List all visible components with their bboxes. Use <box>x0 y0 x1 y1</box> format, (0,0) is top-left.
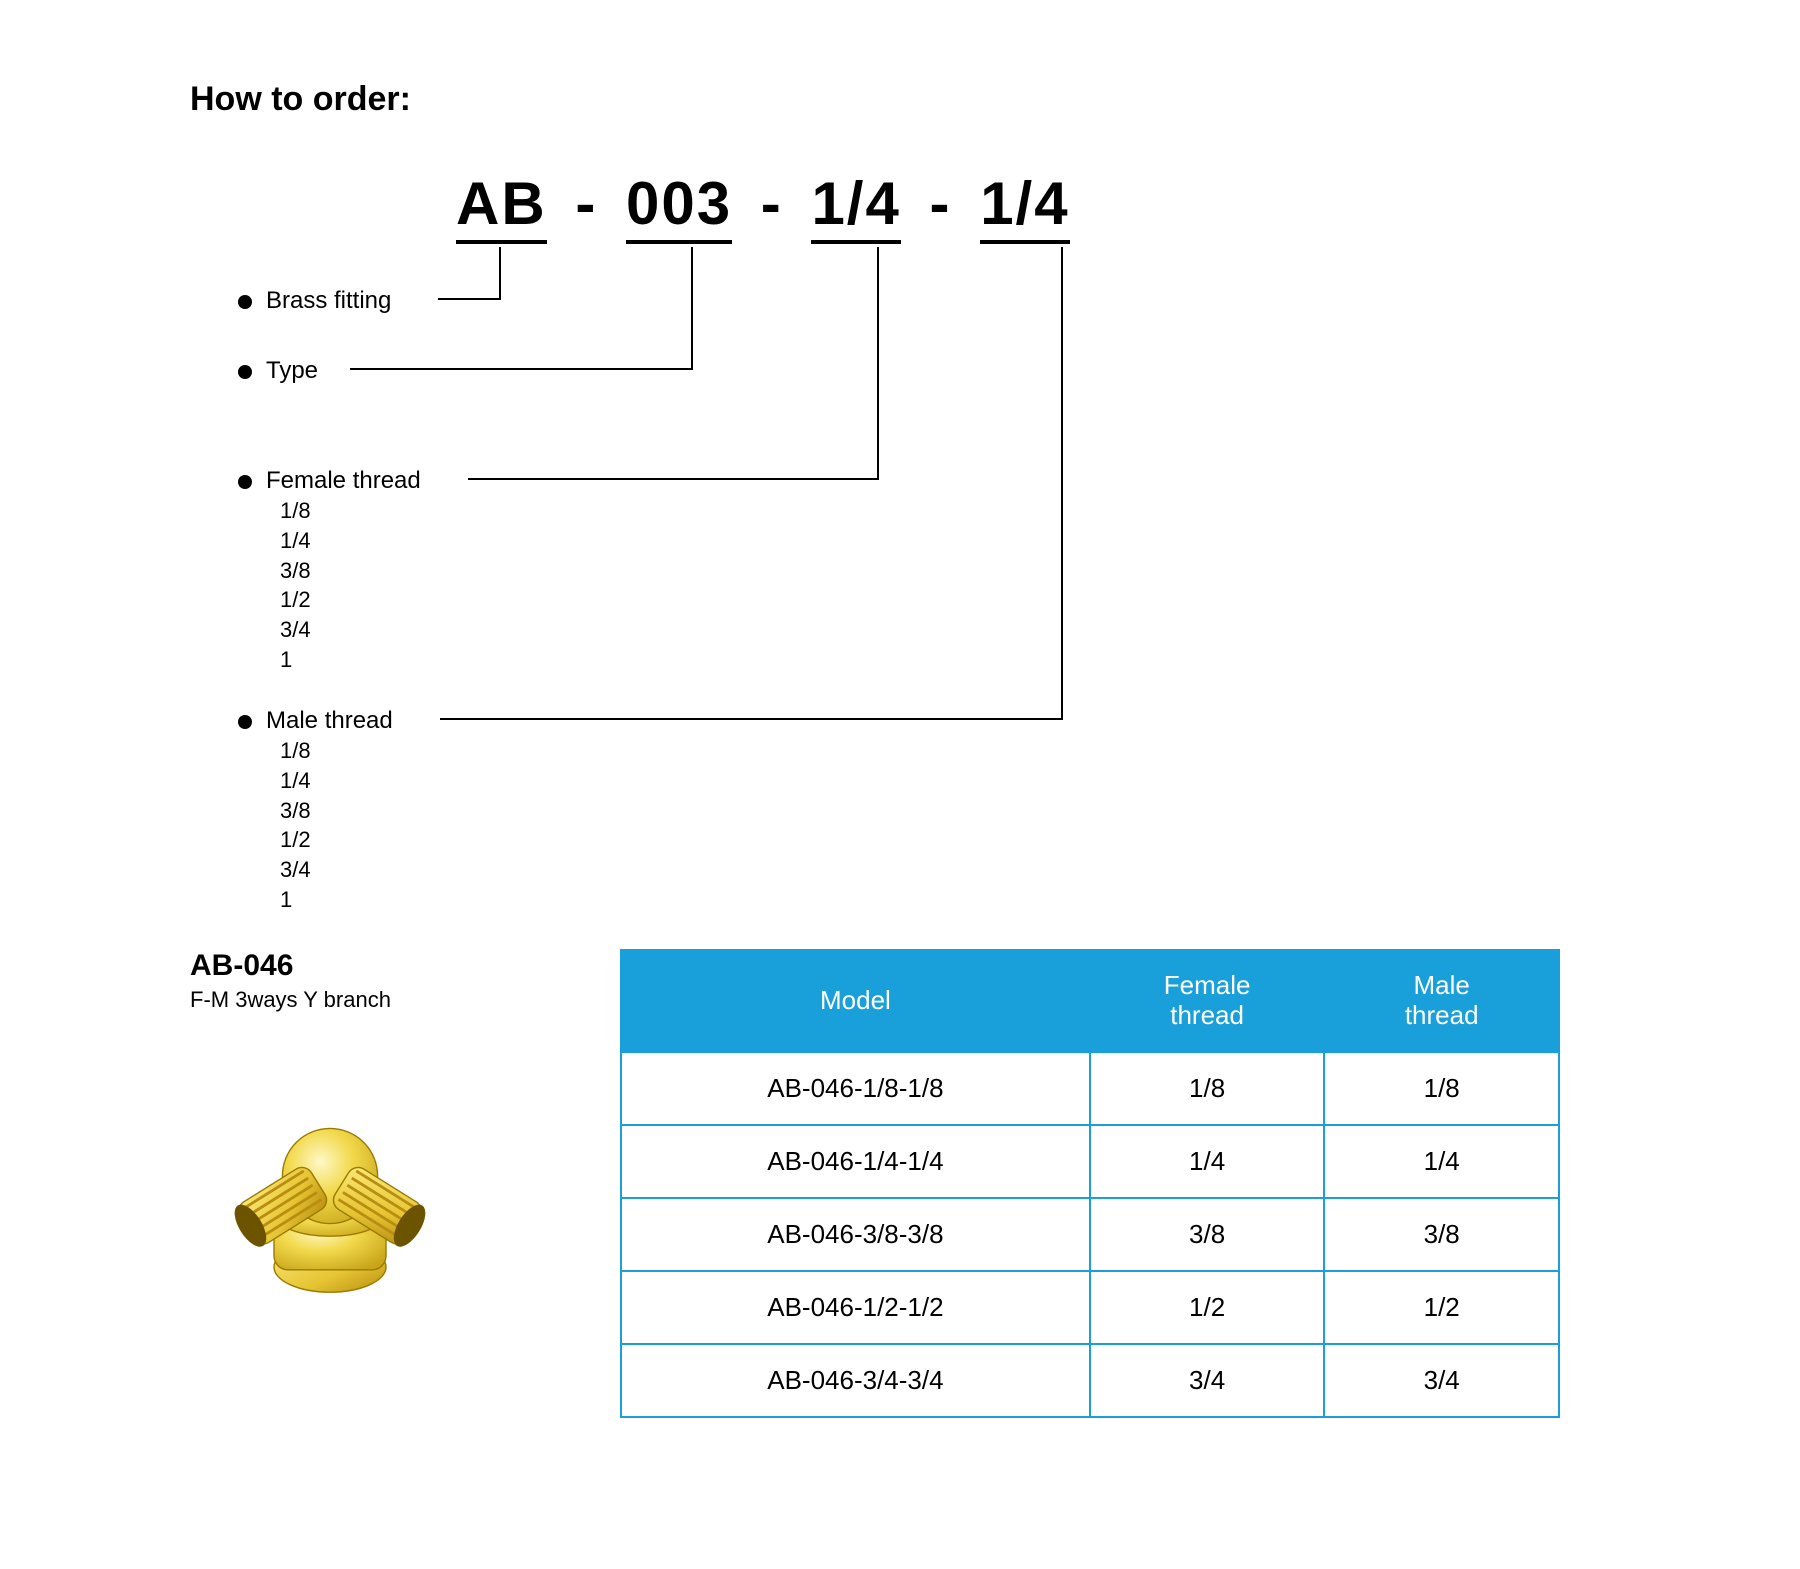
table-row: AB-046-1/4-1/41/41/4 <box>621 1125 1559 1198</box>
order-seg-brass: AB <box>456 169 547 244</box>
bullet-icon <box>238 365 252 379</box>
legend-male-size: 1/2 <box>280 825 393 855</box>
table-cell: 3/4 <box>1324 1344 1559 1417</box>
legend-female-size: 1/2 <box>280 585 421 615</box>
product-code: AB-046 <box>190 949 550 983</box>
legend-female-size: 1 <box>280 645 421 675</box>
order-dash: - <box>575 169 597 238</box>
order-seg-male: 1/4 <box>980 169 1069 244</box>
table-row: AB-046-1/2-1/21/21/2 <box>621 1271 1559 1344</box>
legend-male-size: 3/8 <box>280 796 393 826</box>
table-cell: AB-046-1/4-1/4 <box>621 1125 1090 1198</box>
table-cell: AB-046-1/8-1/8 <box>621 1052 1090 1125</box>
table-cell: 1/2 <box>1090 1271 1325 1344</box>
legend-female-size: 1/4 <box>280 526 421 556</box>
table-cell: 3/8 <box>1324 1198 1559 1271</box>
legend-male-size: 1/8 <box>280 736 393 766</box>
legend-male-size: 3/4 <box>280 855 393 885</box>
table-cell: AB-046-1/2-1/2 <box>621 1271 1090 1344</box>
legend-type-label: Type <box>266 357 318 384</box>
legend-female-size: 3/8 <box>280 556 421 586</box>
table-row: AB-046-1/8-1/81/81/8 <box>621 1052 1559 1125</box>
legend-female-size: 3/4 <box>280 615 421 645</box>
order-diagram: AB - 003 - 1/4 - 1/4 Brass fitting Type … <box>190 169 1610 909</box>
spec-table: ModelFemalethreadMalethreadAB-046-1/8-1/… <box>620 949 1560 1418</box>
legend-brass-label: Brass fitting <box>266 287 391 314</box>
order-dash: - <box>761 169 783 238</box>
product-left: AB-046 F-M 3ways Y branch <box>190 949 550 1328</box>
order-seg-type: 003 <box>626 169 732 244</box>
table-cell: 1/8 <box>1090 1052 1325 1125</box>
legend-brass: Brass fitting <box>238 285 391 316</box>
table-cell: 3/4 <box>1090 1344 1325 1417</box>
legend-female-size: 1/8 <box>280 496 421 526</box>
table-cell: 1/4 <box>1090 1125 1325 1198</box>
bullet-icon <box>238 715 252 729</box>
table-cell: AB-046-3/4-3/4 <box>621 1344 1090 1417</box>
legend-male-size: 1/4 <box>280 766 393 796</box>
table-header: Malethread <box>1324 950 1559 1052</box>
table-cell: 1/8 <box>1324 1052 1559 1125</box>
product-image <box>190 1043 470 1323</box>
order-seg-female: 1/4 <box>811 169 900 244</box>
legend-male-label: Male thread <box>266 707 393 734</box>
table-header: Model <box>621 950 1090 1052</box>
how-to-order-title: How to order: <box>190 80 1610 119</box>
table-row: AB-046-3/4-3/43/43/4 <box>621 1344 1559 1417</box>
order-dash: - <box>930 169 952 238</box>
order-code: AB - 003 - 1/4 - 1/4 <box>450 169 1076 244</box>
legend-female-label: Female thread <box>266 467 421 494</box>
legend-type: Type <box>238 355 318 386</box>
table-header: Femalethread <box>1090 950 1325 1052</box>
table-cell: 1/4 <box>1324 1125 1559 1198</box>
page: How to order: AB - 003 - 1/4 - 1/4 Brass… <box>0 0 1800 1538</box>
legend-male: Male thread 1/8 1/4 3/8 1/2 3/4 1 <box>238 705 393 914</box>
legend-female: Female thread 1/8 1/4 3/8 1/2 3/4 1 <box>238 465 421 674</box>
product-desc: F-M 3ways Y branch <box>190 987 550 1013</box>
product-row: AB-046 F-M 3ways Y branch <box>190 949 1610 1418</box>
table-cell: AB-046-3/8-3/8 <box>621 1198 1090 1271</box>
table-cell: 1/2 <box>1324 1271 1559 1344</box>
bullet-icon <box>238 475 252 489</box>
bullet-icon <box>238 295 252 309</box>
table-row: AB-046-3/8-3/83/83/8 <box>621 1198 1559 1271</box>
legend-male-size: 1 <box>280 885 393 915</box>
table-cell: 3/8 <box>1090 1198 1325 1271</box>
